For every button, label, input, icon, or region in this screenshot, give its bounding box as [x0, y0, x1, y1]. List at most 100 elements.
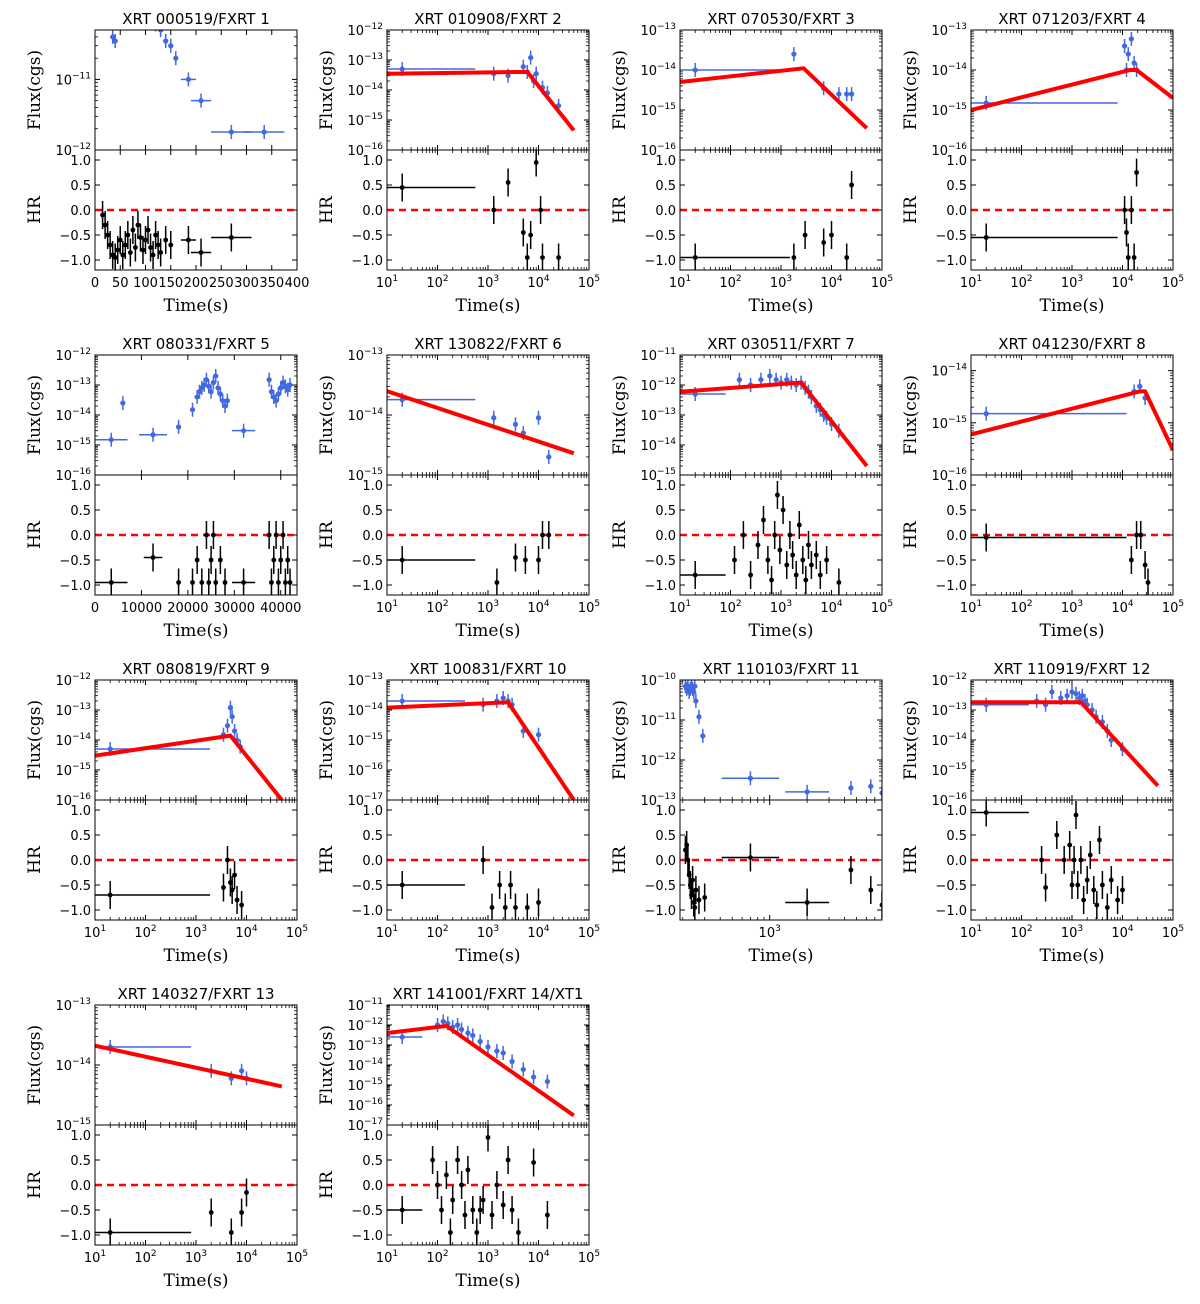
hr-point [696, 897, 702, 903]
hr-point [1039, 857, 1044, 863]
hr-point [190, 580, 195, 585]
panel-title: XRT 000519/FXRT 1 [122, 10, 270, 28]
hr-point [439, 1207, 444, 1213]
hr-point [273, 532, 279, 538]
flux-series [680, 47, 869, 130]
hr-series [95, 846, 245, 919]
x-tick-label: 103 [185, 924, 207, 941]
x-tick-label: 102 [1010, 599, 1032, 616]
hr-point [533, 160, 539, 165]
hr-point [692, 572, 698, 578]
flux-point [100, 9, 105, 14]
panel-1: XRT 000519/FXRT 1 10−12 10−11 −1.0 −0.5 0.0 0.… [25, 8, 309, 316]
flux-series [387, 389, 575, 464]
flux-point [494, 1048, 500, 1054]
x-tick-label: 105 [578, 599, 600, 616]
hr-frame [94, 149, 298, 271]
flux-tick-label: 10−17 [347, 1117, 383, 1134]
x-tick-label: 104 [820, 274, 843, 291]
hr-point [125, 232, 131, 238]
hr-point [868, 887, 874, 893]
hr-point [150, 252, 156, 258]
flux-tick-label: 10−15 [55, 762, 91, 779]
hr-point [399, 557, 405, 563]
hr-point [1097, 837, 1102, 843]
hr-tick-label: 0.5 [655, 504, 676, 519]
panel-6: XRT 130822/FXRT 6 10−15 10−14 10−13 −1.0 −0.5… [317, 335, 600, 641]
hr-tick-label: 0.0 [946, 529, 967, 544]
hr-tick-label: −0.5 [351, 1204, 383, 1219]
flux-point [115, 9, 120, 14]
x-tick-label: 101 [84, 1249, 106, 1266]
x-tick-label: 105 [1162, 274, 1184, 291]
hr-point [531, 1160, 537, 1165]
hr-point [153, 232, 159, 238]
hr-point [1134, 532, 1139, 538]
x-tick-label: 104 [527, 1249, 550, 1266]
flux-tick-label: 10−10 [640, 672, 676, 689]
flux-axis-label: Flux(cgs) [901, 700, 921, 780]
flux-point [804, 789, 810, 795]
hr-point [280, 532, 286, 538]
hr-point [208, 1210, 214, 1215]
panel-title: XRT 130822/FXRT 6 [414, 335, 562, 353]
hr-point [208, 557, 214, 563]
x-tick-label: 104 [1111, 924, 1134, 941]
flux-axis-label: Flux(cgs) [901, 375, 921, 455]
hr-point [234, 897, 240, 903]
hr-series [387, 150, 561, 270]
hr-point [222, 580, 228, 585]
x-tick-label: 104 [527, 924, 550, 941]
flux-point [273, 398, 279, 404]
flux-tick-label: 10−12 [640, 752, 676, 769]
panel-title: XRT 110919/FXRT 12 [993, 660, 1150, 678]
hr-point [1061, 857, 1067, 863]
flux-frame [970, 354, 1174, 476]
hr-point [516, 1230, 521, 1235]
x-tick-label: 105 [578, 924, 600, 941]
hr-point [849, 182, 854, 188]
panel-title: XRT 010908/FXRT 2 [414, 10, 562, 28]
hr-point [198, 250, 204, 255]
hr-point [765, 557, 771, 563]
flux-tick-label: 10−12 [347, 22, 383, 39]
hr-tick-label: −0.5 [351, 879, 383, 894]
flux-point [758, 377, 764, 383]
hr-point [138, 235, 143, 240]
hr-tick-label: −0.5 [351, 554, 383, 569]
x-tick-label: 102 [719, 599, 741, 616]
hr-point [509, 1207, 515, 1213]
hr-tick-label: 1.0 [946, 804, 967, 819]
panel-title: XRT 080819/FXRT 9 [122, 660, 270, 678]
hr-point [806, 542, 811, 548]
hr-tick-label: −1.0 [935, 579, 967, 594]
time-axis-label: Time(s) [1040, 946, 1105, 966]
hr-point [702, 895, 708, 900]
flux-point [1069, 689, 1075, 695]
flux-tick-label: 10−11 [55, 71, 91, 88]
flux-series [95, 700, 284, 800]
flux-point [505, 73, 511, 79]
flux-point [108, 8, 113, 13]
hr-point [536, 557, 541, 563]
flux-point [1125, 51, 1131, 57]
time-axis-label: Time(s) [456, 621, 521, 641]
panel-title: XRT 030511/FXRT 7 [707, 335, 855, 353]
flux-point [465, 1030, 471, 1036]
flux-tick-label: 10−13 [347, 672, 383, 689]
flux-axis-label: Flux(cgs) [25, 1025, 45, 1105]
hr-tick-label: 0.0 [655, 204, 676, 219]
hr-series [971, 521, 1151, 595]
flux-tick-label: 10−13 [347, 347, 383, 364]
hr-point [199, 580, 205, 585]
flux-point [227, 705, 234, 711]
hr-point [112, 255, 118, 260]
flux-point [836, 91, 842, 97]
x-tick-label: 105 [1162, 924, 1184, 941]
hr-point [809, 562, 814, 568]
hr-axis-label: HR [317, 195, 337, 224]
x-tick-label: 105 [871, 274, 893, 291]
x-tick-label: 103 [477, 1249, 499, 1266]
flux-tick-label: 10−15 [55, 437, 91, 454]
x-tick-label: 101 [84, 924, 106, 941]
